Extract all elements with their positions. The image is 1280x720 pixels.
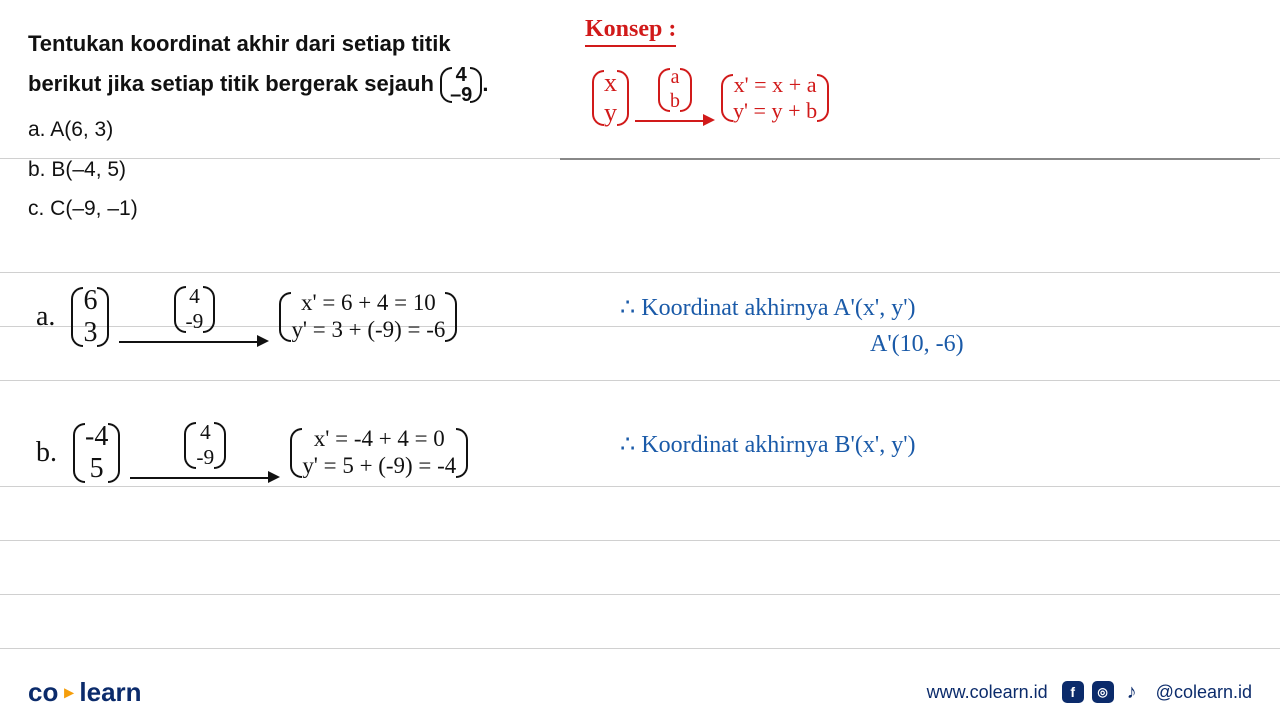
r-bot: y' = 5 + (-9) = -4: [300, 453, 458, 480]
logo: co ▸ learn: [28, 677, 142, 708]
rule-line: [0, 648, 1280, 649]
r-top: x' = -4 + 4 = 0: [312, 426, 447, 453]
work-a-vec1: 6 3: [71, 285, 109, 349]
arrow-icon: [130, 467, 280, 487]
v1-top: -4: [83, 421, 110, 453]
note-a-line2: A'(10, -6): [620, 326, 964, 362]
note-a: ∴ Koordinat akhirnya A'(x', y') A'(10, -…: [620, 290, 964, 362]
work-b-label: b.: [36, 437, 57, 469]
concept-title: Konsep :: [585, 16, 676, 47]
concept-block: Konsep :: [585, 16, 676, 47]
concept-equation: x y a b x' = x + a y' = y + b: [592, 66, 829, 130]
trans-top: 4: [456, 65, 467, 85]
trans-bot: –9: [450, 85, 472, 105]
footer-handle: @colearn.id: [1156, 682, 1252, 703]
t-top: 4: [187, 284, 202, 309]
problem-line2: berikut jika setiap titik bergerak sejau…: [28, 71, 434, 96]
option-c: c. C(–9, –1): [28, 190, 558, 228]
option-b: b. B(–4, 5): [28, 151, 558, 189]
rule-line: [0, 594, 1280, 595]
work-a-trans: 4 -9: [174, 284, 216, 335]
footer-right: www.colearn.id f ◎ ♪ @colearn.id: [927, 681, 1252, 703]
note-b-line1: ∴ Koordinat akhirnya B'(x', y'): [620, 430, 916, 459]
option-a: a. A(6, 3): [28, 111, 558, 149]
work-b-vec1: -4 5: [73, 421, 120, 485]
social-icons: f ◎ ♪: [1062, 681, 1142, 703]
logo-dot-icon: ▸: [64, 683, 73, 701]
rule-line: [0, 272, 1280, 273]
problem-line1: Tentukan koordinat akhir dari setiap tit…: [28, 31, 451, 56]
tiktok-icon: ♪: [1122, 682, 1142, 702]
note-a-line1: ∴ Koordinat akhirnya A'(x', y'): [620, 290, 964, 326]
footer-url: www.colearn.id: [927, 682, 1048, 703]
work-a-label: a.: [36, 301, 55, 333]
concept-divider: [560, 158, 1260, 160]
logo-learn: learn: [79, 677, 141, 708]
work-b-trans: 4 -9: [184, 420, 226, 471]
work-a-result: x' = 6 + 4 = 10 y' = 3 + (-9) = -6: [279, 290, 457, 344]
note-b: ∴ Koordinat akhirnya B'(x', y'): [620, 430, 916, 459]
work-a: a. 6 3 4 -9 x' = 6 + 4 = 10 y' = 3 + (-9…: [36, 284, 457, 351]
r-bot: y' = 3 + (-9) = -6: [289, 317, 447, 344]
work-a-arrow: 4 -9: [119, 284, 269, 351]
arrow-icon: [635, 110, 715, 130]
work-b: b. -4 5 4 -9 x' = -4 + 4 = 0 y' = 5 + (-…: [36, 420, 468, 487]
instagram-icon: ◎: [1092, 681, 1114, 703]
t-top: 4: [198, 420, 213, 445]
vec-y: y: [602, 98, 619, 128]
v1-top: 6: [81, 285, 99, 317]
footer: co ▸ learn www.colearn.id f ◎ ♪ @colearn…: [0, 664, 1280, 720]
concept-arrow: a b: [635, 66, 715, 130]
work-b-result: x' = -4 + 4 = 0 y' = 5 + (-9) = -4: [290, 426, 468, 480]
rule-line: [0, 540, 1280, 541]
problem-block: Tentukan koordinat akhir dari setiap tit…: [28, 24, 558, 230]
work-b-arrow: 4 -9: [130, 420, 280, 487]
res-top: x' = x + a: [732, 72, 819, 98]
vec-a: a: [669, 66, 682, 90]
concept-vec-ab: a b: [658, 66, 692, 114]
concept-result: x' = x + a y' = y + b: [721, 72, 829, 124]
arrow-icon: [119, 331, 269, 351]
res-bot: y' = y + b: [731, 98, 819, 124]
facebook-icon: f: [1062, 681, 1084, 703]
r-top: x' = 6 + 4 = 10: [299, 290, 438, 317]
translation-vector: 4 –9: [440, 65, 482, 105]
rule-line: [0, 380, 1280, 381]
vec-x: x: [602, 68, 619, 98]
concept-vec-xy: x y: [592, 68, 629, 128]
logo-co: co: [28, 677, 58, 708]
period: .: [482, 71, 488, 96]
v1-bot: 5: [88, 453, 106, 485]
v1-bot: 3: [81, 317, 99, 349]
